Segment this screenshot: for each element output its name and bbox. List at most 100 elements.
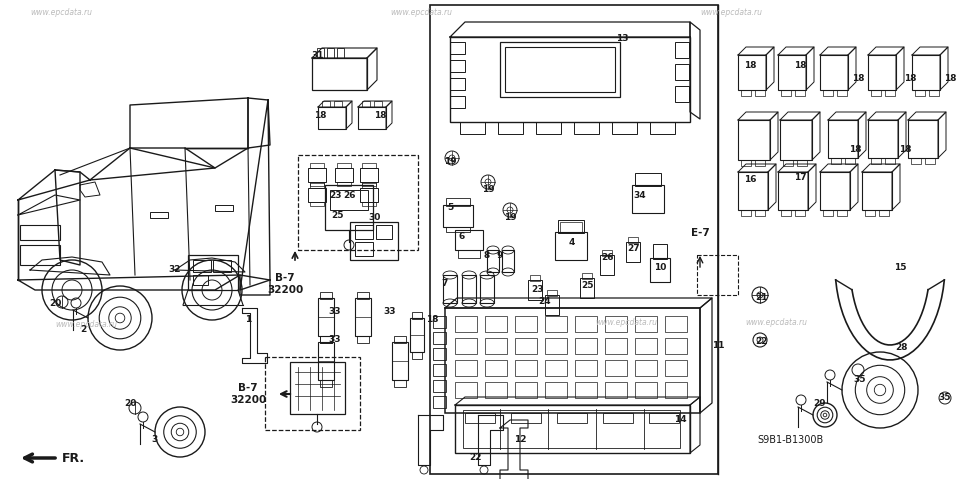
Bar (675, 64, 689, 80)
Bar (929, 90, 939, 96)
Bar (312, 58, 367, 90)
Text: 10: 10 (654, 263, 666, 273)
Bar (557, 413, 587, 423)
Bar (831, 158, 841, 164)
Bar (650, 122, 675, 134)
Text: 27: 27 (628, 243, 640, 252)
Bar (545, 360, 567, 376)
Bar (868, 120, 898, 158)
Bar (545, 316, 567, 332)
Bar (755, 210, 765, 216)
Bar (360, 168, 378, 182)
Text: 18: 18 (899, 146, 911, 155)
Bar (885, 158, 895, 164)
Text: www.epcdata.ru: www.epcdata.ru (745, 318, 807, 327)
Bar (412, 352, 422, 359)
Bar (505, 47, 615, 92)
Bar (450, 96, 465, 108)
Bar (337, 182, 351, 186)
Bar (783, 160, 793, 166)
Bar (865, 210, 875, 216)
Bar (605, 316, 627, 332)
Text: S9B1-B1300B: S9B1-B1300B (756, 435, 823, 445)
Bar (443, 205, 473, 227)
Bar (362, 101, 370, 107)
Bar (797, 160, 807, 166)
Bar (649, 413, 679, 423)
Text: 18: 18 (944, 73, 956, 82)
Text: 18: 18 (852, 73, 864, 82)
Bar (480, 275, 494, 303)
Bar (485, 316, 507, 332)
Text: FR.: FR. (62, 452, 85, 465)
Bar (455, 338, 477, 354)
Text: 20: 20 (49, 298, 61, 308)
Bar (560, 222, 582, 232)
Bar (358, 107, 386, 129)
Bar (318, 298, 334, 336)
Bar (450, 60, 465, 72)
Bar (915, 90, 925, 96)
Bar (362, 182, 376, 186)
Bar (738, 120, 770, 160)
Bar (310, 202, 324, 206)
Bar (911, 158, 921, 164)
Bar (318, 342, 334, 380)
Text: 6: 6 (459, 231, 466, 240)
Bar (500, 42, 620, 97)
Bar (265, 357, 360, 430)
Text: 15: 15 (894, 263, 906, 273)
Bar (862, 172, 892, 210)
Text: 19: 19 (444, 158, 456, 167)
Bar (433, 396, 446, 408)
Text: 23: 23 (329, 191, 343, 199)
Bar (828, 120, 858, 158)
Bar (778, 172, 808, 210)
Bar (545, 382, 567, 398)
Text: www.epcdata.ru: www.epcdata.ru (55, 320, 117, 329)
Bar (515, 360, 537, 376)
Bar (433, 316, 446, 328)
Text: 21: 21 (756, 294, 768, 303)
Text: 25: 25 (582, 281, 594, 289)
Bar (193, 260, 211, 272)
Text: 28: 28 (896, 343, 908, 353)
Bar (635, 360, 657, 376)
Bar (515, 316, 537, 332)
Bar (320, 336, 332, 343)
Bar (741, 90, 751, 96)
Bar (574, 122, 599, 134)
Bar (362, 163, 376, 168)
Bar (455, 230, 483, 250)
Bar (362, 202, 376, 206)
Bar (582, 273, 592, 279)
Bar (392, 342, 408, 380)
Bar (780, 120, 812, 160)
Bar (433, 332, 446, 344)
Bar (412, 312, 422, 319)
Text: 17: 17 (794, 173, 806, 182)
Bar (188, 255, 238, 290)
Bar (845, 158, 855, 164)
Bar (738, 55, 766, 90)
Bar (455, 405, 690, 453)
Text: www.epcdata.ru: www.epcdata.ru (595, 318, 657, 327)
Text: 5: 5 (446, 204, 453, 213)
Text: 4: 4 (569, 238, 575, 247)
Bar (837, 210, 847, 216)
Text: 22: 22 (756, 338, 768, 346)
Bar (498, 122, 523, 134)
Text: 18: 18 (373, 111, 386, 119)
Text: 13: 13 (615, 34, 628, 43)
Bar (290, 362, 345, 414)
Bar (310, 182, 324, 186)
Bar (675, 86, 689, 102)
Bar (635, 316, 657, 332)
Bar (795, 210, 805, 216)
Text: 33: 33 (384, 308, 396, 317)
Bar (665, 360, 687, 376)
Text: 12: 12 (514, 435, 526, 445)
Bar (536, 122, 561, 134)
Bar (530, 275, 540, 281)
Bar (908, 120, 938, 158)
